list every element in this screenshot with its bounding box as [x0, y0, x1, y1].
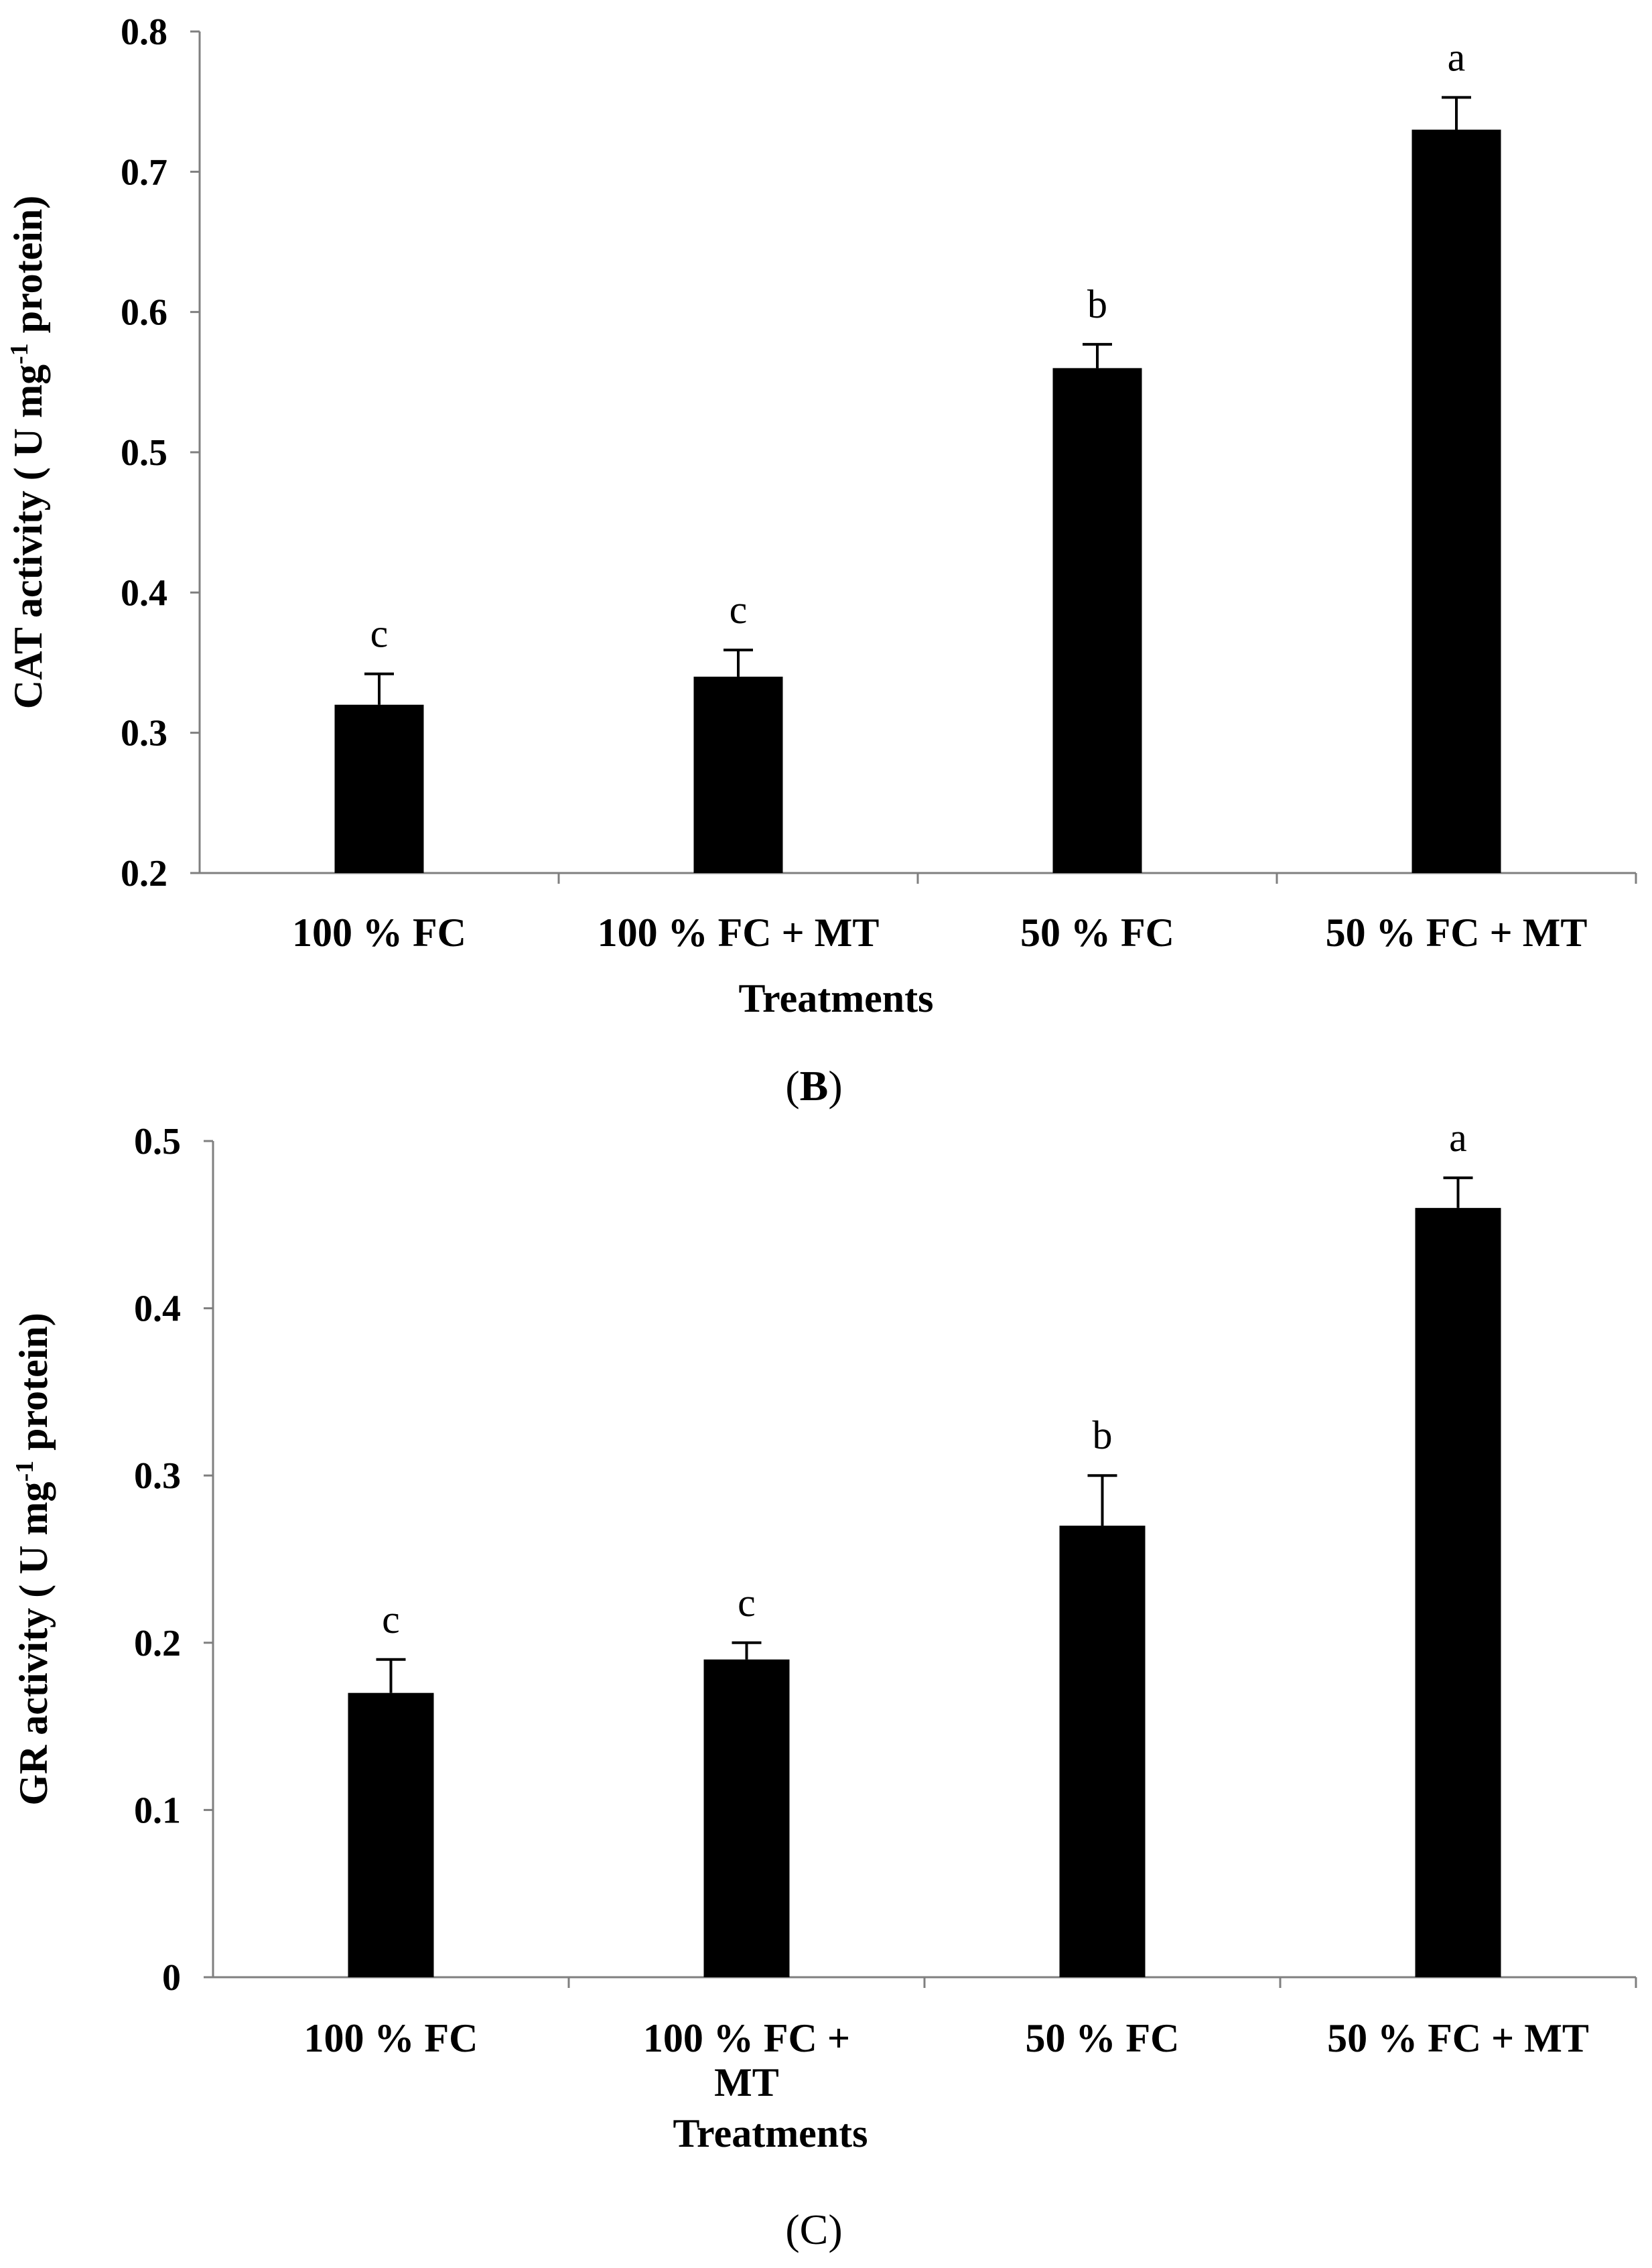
- significance-letter: a: [1449, 1116, 1467, 1160]
- y-axis-title: CAT activity ( U mg-1 protein): [5, 196, 50, 710]
- significance-letter: b: [1093, 1413, 1113, 1457]
- chart-panel-B: 0.2 0.3 0.4 0.5 0.6 0.7 0.8 c 100 % FC c 100 % FC …: [5, 11, 1637, 1110]
- bar: [1412, 129, 1501, 874]
- y-tick-label: 0.6: [121, 292, 167, 334]
- bar: [1415, 1207, 1501, 1977]
- panel-label: (C): [785, 2206, 842, 2253]
- y-tick-label: 0.3: [121, 713, 167, 754]
- y-tick-label: 0: [162, 1957, 181, 1999]
- significance-letter: c: [382, 1597, 400, 1642]
- bar: [693, 676, 783, 873]
- y-tick-label: 0.4: [134, 1288, 181, 1330]
- significance-letter: c: [738, 1581, 756, 1625]
- x-category-label: 50 % FC: [1020, 911, 1174, 955]
- y-axis-title: GR activity ( U mg-1 protein): [11, 1313, 56, 1805]
- y-tick-label: 0.3: [134, 1455, 181, 1497]
- x-category-label: 50 % FC + MT: [1327, 2016, 1589, 2060]
- significance-letter: c: [370, 612, 389, 656]
- y-tick-label: 0.2: [121, 853, 167, 894]
- significance-letter: a: [1448, 35, 1466, 79]
- y-tick-label: 0.5: [121, 432, 167, 474]
- y-tick-label: 0.2: [134, 1623, 181, 1664]
- bar: [1059, 1526, 1146, 1977]
- y-tick-label: 0.7: [121, 151, 167, 193]
- x-category-label: 50 % FC: [1026, 2016, 1180, 2060]
- x-category-label: 100 % FC + MT: [643, 2016, 850, 2105]
- x-axis-title: Treatments: [673, 2111, 868, 2155]
- y-tick-label: 0.8: [121, 11, 167, 53]
- chart-panel-C: 0 0.1 0.2 0.3 0.4 0.5 c 100 % FC c 100 % FC + MT b 5…: [11, 1116, 1637, 2253]
- y-tick-label: 0.1: [134, 1790, 181, 1831]
- x-axis-title: Treatments: [738, 976, 933, 1020]
- y-tick-label: 0.4: [121, 572, 167, 614]
- x-category-label: 100 % FC: [304, 2016, 478, 2060]
- bar: [703, 1659, 790, 1977]
- x-category-label: 100 % FC + MT: [598, 911, 880, 955]
- bar: [1052, 368, 1142, 873]
- bar: [334, 704, 424, 873]
- y-tick-label: 0.5: [134, 1121, 181, 1162]
- x-category-label: 50 % FC + MT: [1326, 911, 1588, 955]
- significance-letter: b: [1087, 282, 1107, 326]
- significance-letter: c: [730, 588, 748, 632]
- panel-label: (B): [785, 1062, 842, 1110]
- x-category-label: 100 % FC: [292, 911, 466, 955]
- bar: [348, 1692, 434, 1977]
